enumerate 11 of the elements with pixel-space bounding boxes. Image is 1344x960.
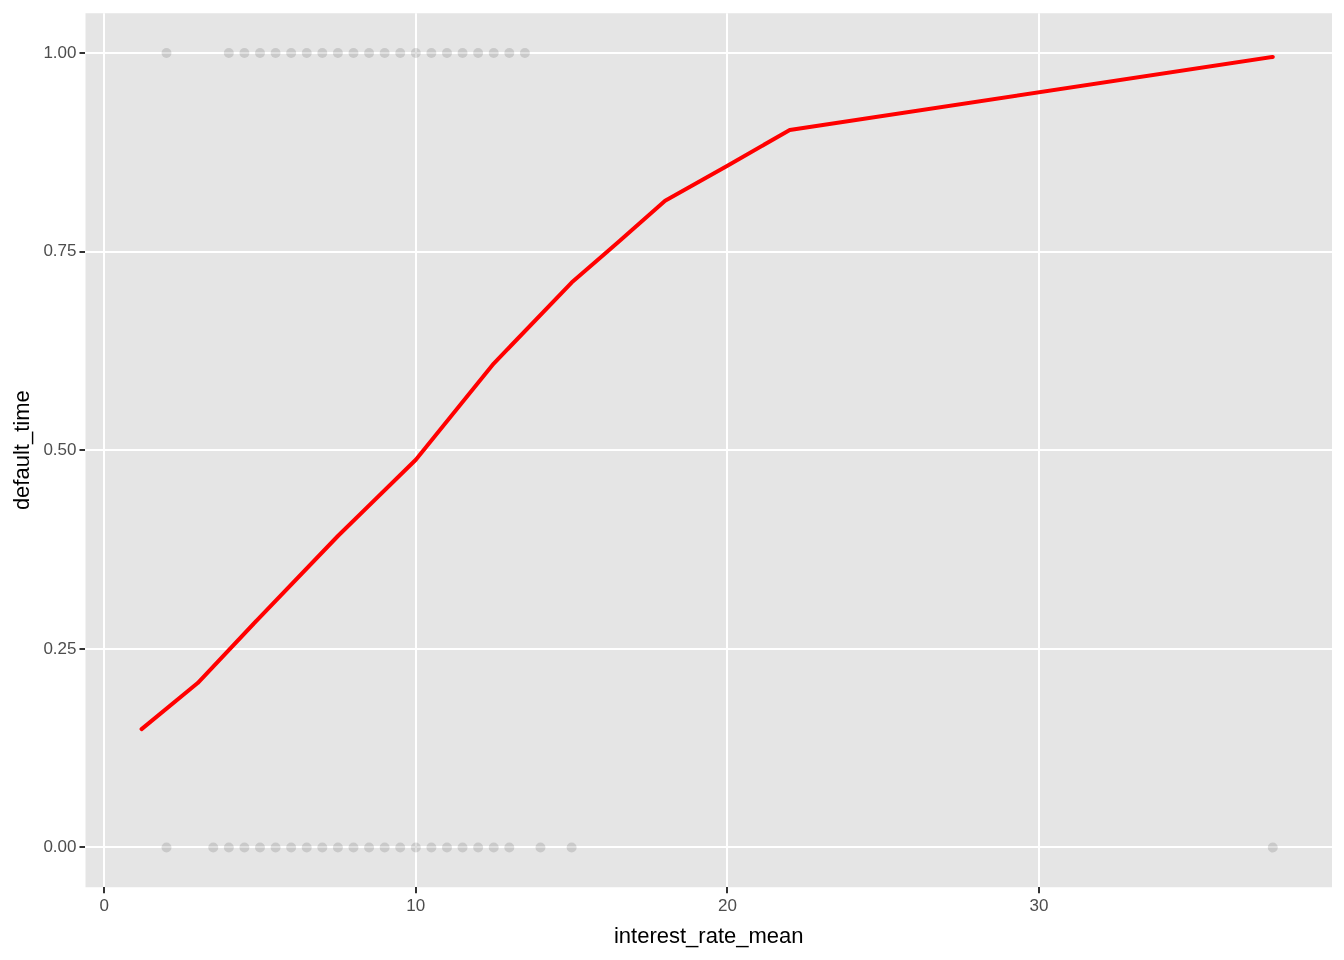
x-tick-label: 30 [1029,896,1049,916]
x-axis-title: interest_rate_mean [613,922,804,948]
y-tick-label: 0.50 [43,439,77,459]
y-tick-label: 1.00 [43,42,77,62]
y-tick-label: 0.75 [43,241,77,261]
x-tick-label: 20 [717,896,737,916]
y-tick-label: 0.25 [43,638,77,658]
x-tick-label: 0 [99,896,109,916]
y-axis-title: default_time [9,390,35,511]
y-tick-label: 0.00 [43,837,77,857]
x-tick-label: 10 [406,896,426,916]
